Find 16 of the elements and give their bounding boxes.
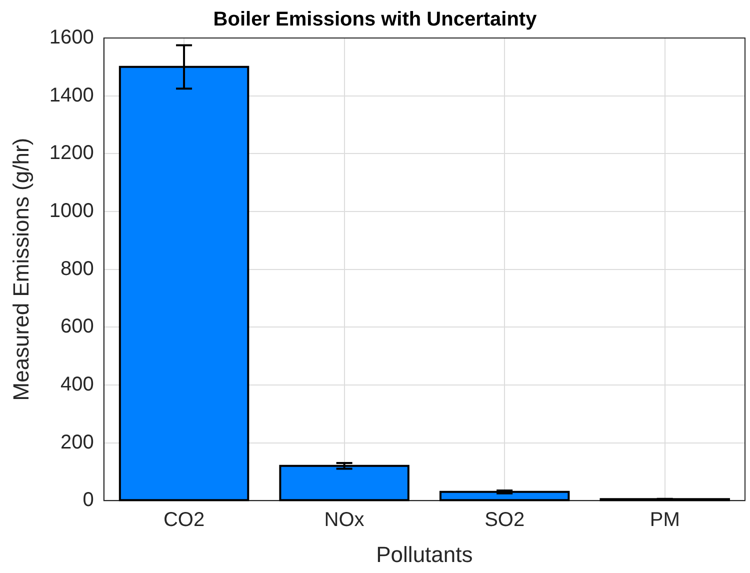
y-tick-label: 0 bbox=[82, 489, 94, 512]
x-tick-label: SO2 bbox=[484, 509, 525, 532]
y-tick-label: 1000 bbox=[49, 200, 94, 222]
chart-title: Boiler Emissions with Uncertainty bbox=[213, 8, 538, 31]
x-tick-label: CO2 bbox=[163, 509, 205, 532]
y-tick-label: 1200 bbox=[49, 142, 94, 164]
y-tick-label: 800 bbox=[60, 258, 94, 280]
x-tick-label: PM bbox=[650, 509, 680, 532]
x-axis-title: Pollutants bbox=[376, 542, 473, 567]
y-axis-title: Measured Emissions (g/hr) bbox=[8, 138, 34, 401]
x-tick-label: NOx bbox=[324, 509, 364, 532]
y-tick-label: 1400 bbox=[49, 84, 94, 106]
y-tick-label: 400 bbox=[60, 373, 94, 396]
y-tick-label: 600 bbox=[60, 316, 94, 338]
y-tick-label: 200 bbox=[60, 431, 94, 454]
y-tick-label: 1600 bbox=[49, 26, 94, 49]
